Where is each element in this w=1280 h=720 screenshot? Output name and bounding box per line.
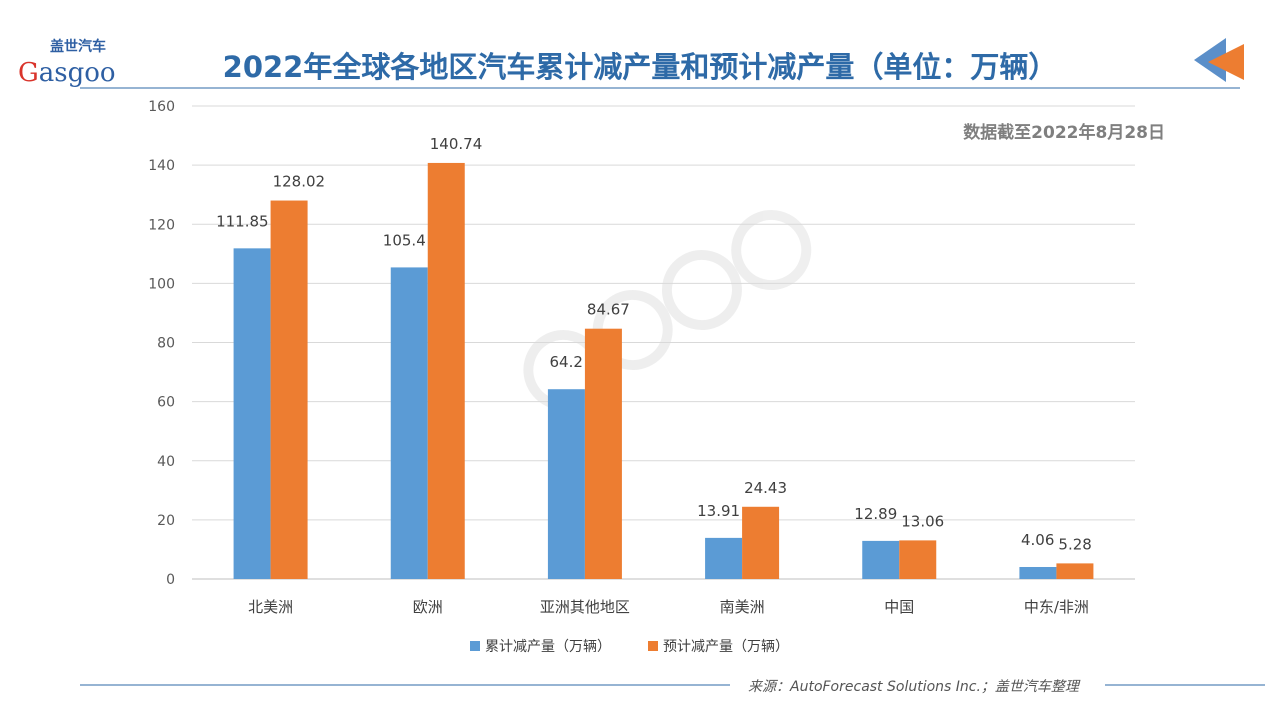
data-label: 13.91: [697, 502, 740, 520]
legend-label: 预计减产量（万辆）: [663, 639, 789, 655]
y-tick-label: 120: [148, 217, 175, 233]
data-label: 12.89: [854, 505, 897, 523]
data-label: 5.28: [1058, 535, 1091, 553]
y-tick-label: 20: [157, 513, 175, 529]
bar-cumulative: [233, 248, 271, 579]
legend-swatch: [648, 641, 658, 651]
x-tick-label: 中国: [884, 598, 914, 616]
y-tick-label: 160: [148, 99, 175, 115]
bar-cumulative: [390, 267, 428, 579]
bar-forecast: [270, 200, 308, 579]
y-tick-label: 80: [157, 336, 175, 352]
bar-forecast: [742, 506, 780, 579]
legend-swatch: [470, 641, 480, 651]
bar-cumulative: [1019, 566, 1057, 579]
x-tick-label: 中东/非洲: [1024, 598, 1089, 616]
data-date-note: 数据截至2022年8月28日: [963, 123, 1165, 143]
legend-label: 累计减产量（万辆）: [485, 639, 611, 655]
y-tick-label: 40: [157, 454, 175, 470]
x-tick-label: 北美洲: [248, 598, 293, 616]
x-tick-label: 亚洲其他地区: [540, 598, 630, 616]
data-label: 4.06: [1021, 531, 1054, 549]
bar-forecast: [899, 540, 937, 579]
page-title: 2022年全球各地区汽车累计减产量和预计减产量（单位：万辆）: [222, 50, 1058, 84]
x-tick-label: 南美洲: [720, 598, 765, 616]
y-tick-label: 60: [157, 395, 175, 411]
data-label: 128.02: [273, 173, 326, 191]
bar-cumulative: [547, 389, 585, 579]
data-label: 105.4: [383, 231, 426, 249]
watermark: [523, 210, 812, 410]
x-tick-label: 欧洲: [413, 598, 443, 616]
y-tick-label: 0: [166, 572, 175, 588]
y-tick-label: 140: [148, 158, 175, 174]
data-label: 64.2: [550, 353, 583, 371]
data-label: 140.74: [430, 135, 483, 153]
gasgoo-logo: 盖世汽车 Gasgoo: [18, 39, 116, 88]
data-label: 24.43: [744, 479, 787, 497]
data-label: 84.67: [587, 301, 630, 319]
bar-cumulative: [705, 537, 743, 579]
footer-lines: [80, 684, 1265, 686]
bar-forecast: [427, 162, 465, 579]
source-footer: 来源：AutoForecast Solutions Inc.；盖世汽车整理: [748, 679, 1079, 695]
y-tick-label: 100: [148, 276, 175, 292]
arrow-decoration-icon: [1194, 38, 1244, 82]
bar-forecast: [1056, 563, 1094, 579]
data-label: 13.06: [901, 512, 944, 530]
bar-forecast: [584, 328, 622, 579]
title-underline: [80, 87, 1240, 89]
data-label: 111.85: [216, 212, 269, 230]
bar-cumulative: [862, 540, 900, 579]
